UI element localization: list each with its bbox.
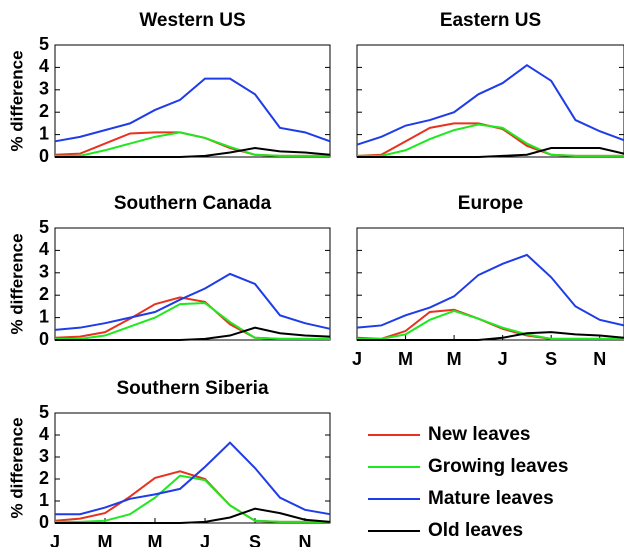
y-tick-label: 5	[39, 34, 49, 54]
y-tick-label: 1	[39, 123, 49, 143]
data-line	[356, 63, 624, 146]
y-tick-label: 2	[39, 468, 49, 488]
data-line	[356, 253, 624, 329]
data-line	[357, 147, 624, 158]
legend-label: Mature leaves	[428, 488, 554, 509]
y-tick-label: 1	[39, 490, 49, 510]
plot-frame	[54, 412, 331, 524]
x-tick-label: S	[249, 532, 261, 547]
y-tick-label: 5	[39, 402, 49, 422]
x-tick-label: N	[593, 349, 606, 369]
x-tick-label: N	[299, 532, 312, 547]
y-tick-label: 2	[39, 284, 49, 304]
y-tick-label: 0	[39, 512, 49, 532]
y-tick-label: 5	[39, 217, 49, 237]
y-axis-label: % difference	[7, 417, 26, 518]
plot-frame	[356, 44, 624, 158]
plot-frame	[54, 227, 331, 341]
x-tick-label: J	[200, 532, 210, 547]
y-tick-label: 3	[39, 446, 49, 466]
panel-title: Southern Siberia	[116, 378, 268, 399]
y-axis-label: % difference	[7, 50, 26, 151]
x-tick-label: S	[545, 349, 557, 369]
y-tick-label: 3	[39, 262, 49, 282]
panel-title: Western US	[139, 10, 245, 31]
x-tick-label: M	[98, 532, 113, 547]
y-tick-label: 0	[39, 146, 49, 166]
data-line	[54, 272, 331, 331]
data-line	[357, 331, 624, 341]
data-line	[55, 507, 331, 524]
x-tick-label: J	[498, 349, 508, 369]
legend-label: Old leaves	[428, 520, 523, 541]
y-tick-label: 4	[39, 424, 49, 444]
y-tick-label: 0	[39, 329, 49, 349]
plot-frame	[356, 227, 624, 341]
data-line	[55, 302, 330, 340]
panel-title: Eastern US	[440, 10, 541, 31]
data-line	[357, 123, 624, 157]
data-line	[54, 77, 331, 143]
y-tick-label: 4	[39, 239, 49, 259]
data-line	[55, 326, 331, 341]
x-tick-label: M	[148, 532, 163, 547]
x-tick-label: J	[352, 349, 362, 369]
y-tick-label: 2	[39, 101, 49, 121]
panel-title: Southern Canada	[114, 193, 272, 214]
y-tick-label: 4	[39, 56, 49, 76]
y-axis-label: % difference	[7, 233, 26, 334]
data-line	[55, 131, 330, 157]
y-tick-label: 3	[39, 79, 49, 99]
x-tick-label: M	[398, 349, 413, 369]
panel-title: Europe	[458, 193, 523, 214]
y-tick-label: 1	[39, 306, 49, 326]
x-tick-label: J	[50, 532, 60, 547]
plot-frame	[54, 44, 331, 158]
legend-label: Growing leaves	[428, 456, 568, 477]
data-line	[55, 147, 331, 158]
data-line	[55, 441, 331, 516]
x-tick-label: M	[447, 349, 462, 369]
legend-label: New leaves	[428, 424, 530, 445]
data-line	[356, 122, 624, 157]
data-line	[357, 309, 624, 340]
